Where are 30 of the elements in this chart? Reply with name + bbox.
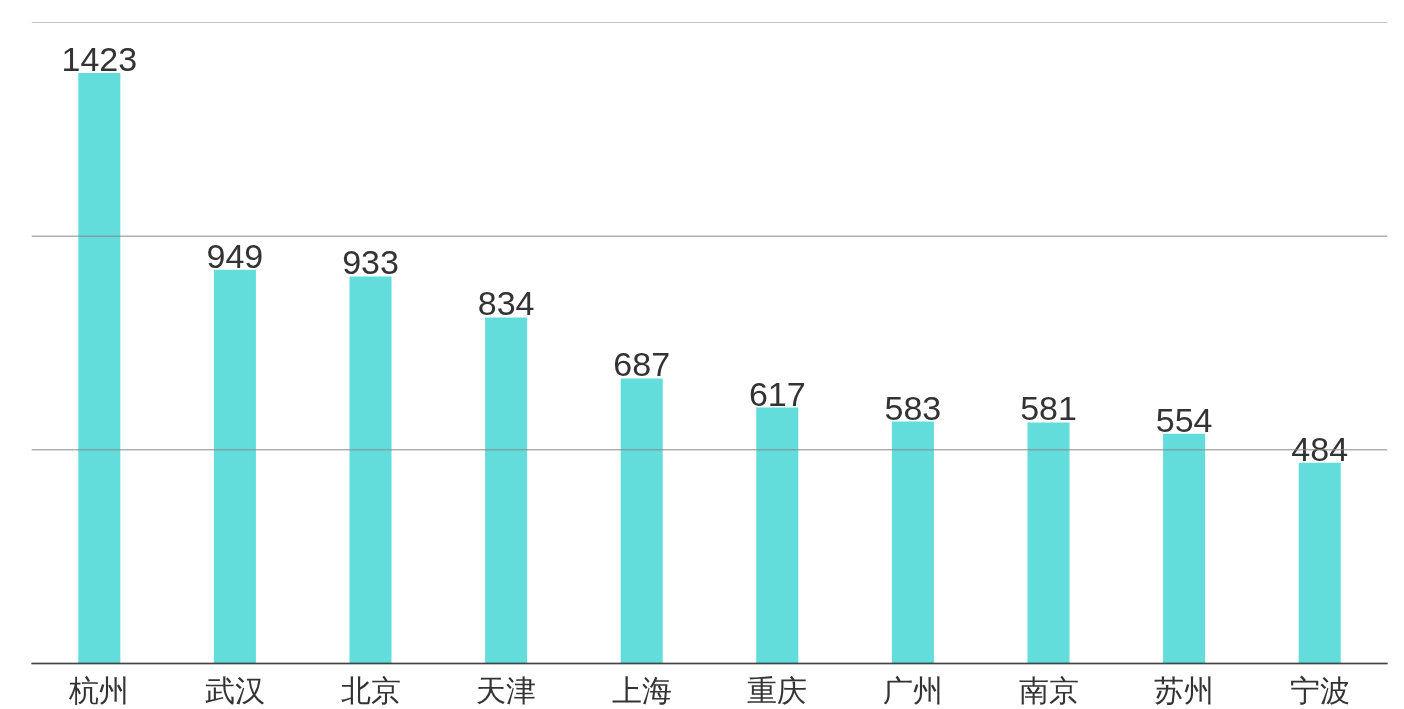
- data-label: 581: [1020, 389, 1077, 428]
- x-tick-label: 上海: [611, 673, 672, 707]
- x-tick-label: 天津: [476, 673, 537, 707]
- data-label: 583: [884, 388, 942, 427]
- data-label: 554: [1155, 400, 1213, 439]
- data-label: 933: [342, 243, 399, 282]
- data-label: 687: [613, 345, 671, 384]
- data-label: 617: [748, 374, 806, 413]
- x-tick-label: 宁波: [1289, 673, 1350, 707]
- x-tick-label: 苏州: [1154, 673, 1215, 707]
- bar: [1298, 462, 1341, 664]
- bar: [349, 276, 392, 664]
- x-tick-label: 重庆: [747, 673, 808, 707]
- data-label: 949: [206, 236, 264, 275]
- bar: [1163, 433, 1206, 664]
- bar: [620, 378, 663, 664]
- bar: [891, 421, 934, 664]
- bar: [1027, 422, 1070, 664]
- data-label: 1423: [61, 40, 138, 79]
- bar: [756, 407, 799, 664]
- x-tick-label: 广州: [882, 673, 943, 707]
- x-tick-label: 南京: [1018, 673, 1079, 707]
- data-label: 484: [1291, 429, 1349, 468]
- x-tick-label: 杭州: [68, 673, 130, 707]
- x-tick-label: 北京: [340, 673, 401, 707]
- x-tick-label: 武汉: [204, 673, 265, 707]
- bar: [485, 317, 528, 664]
- data-label: 834: [477, 284, 535, 323]
- bar: [78, 73, 121, 664]
- bar: [213, 269, 256, 664]
